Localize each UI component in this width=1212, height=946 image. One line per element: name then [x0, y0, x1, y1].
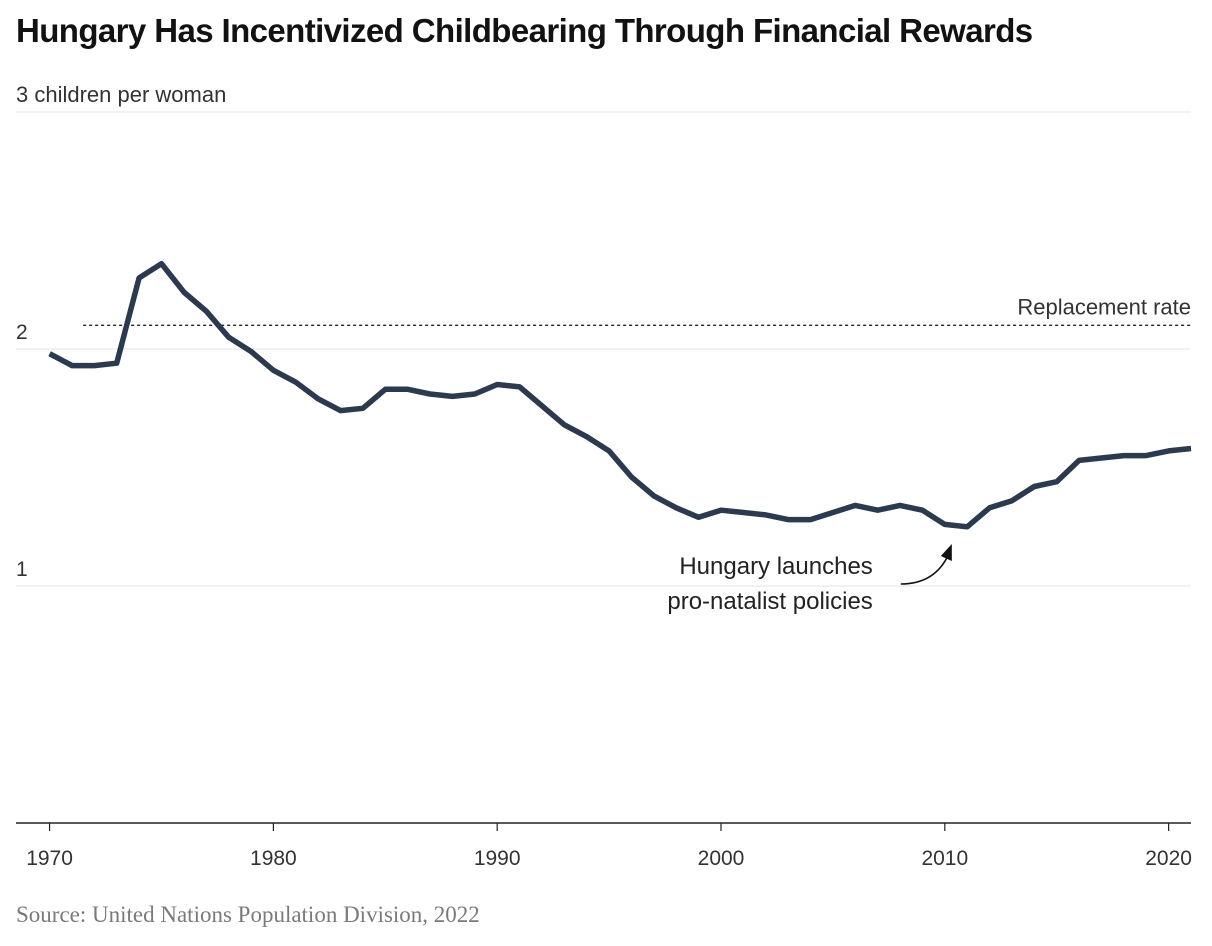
chart-title: Hungary Has Incentivized Childbearing Th… — [16, 12, 1033, 49]
replacement-rate-reference: Replacement rate — [83, 294, 1191, 326]
y-axis-ticks: 3 children per woman 2 1 — [16, 82, 226, 581]
x-axis: 1970 1980 1990 2000 2010 2020 — [16, 822, 1192, 870]
annotation-arrowhead — [940, 544, 952, 561]
annotation-line-2: pro-natalist policies — [667, 588, 872, 615]
x-tick-label-2000: 2000 — [698, 847, 745, 870]
x-tick-label-2010: 2010 — [921, 847, 968, 870]
gridlines — [16, 111, 1191, 587]
annotation-arrow — [900, 557, 948, 585]
policy-annotation: Hungary launches pro-natalist policies — [667, 544, 952, 615]
replacement-rate-label: Replacement rate — [1017, 294, 1191, 319]
x-tick-label-2020: 2020 — [1145, 847, 1192, 870]
source-note: Source: United Nations Population Divisi… — [16, 902, 480, 927]
annotation-line-1: Hungary launches — [679, 553, 872, 580]
y-tick-label-1: 1 — [16, 558, 28, 581]
x-tick-label-1980: 1980 — [250, 847, 297, 870]
x-tick-label-1990: 1990 — [474, 847, 521, 870]
y-tick-label-3: 3 children per woman — [16, 82, 226, 107]
series-line-0 — [48, 260, 1192, 530]
y-tick-label-2: 2 — [16, 321, 28, 344]
x-tick-label-1970: 1970 — [26, 847, 73, 870]
series-group — [48, 260, 1192, 530]
